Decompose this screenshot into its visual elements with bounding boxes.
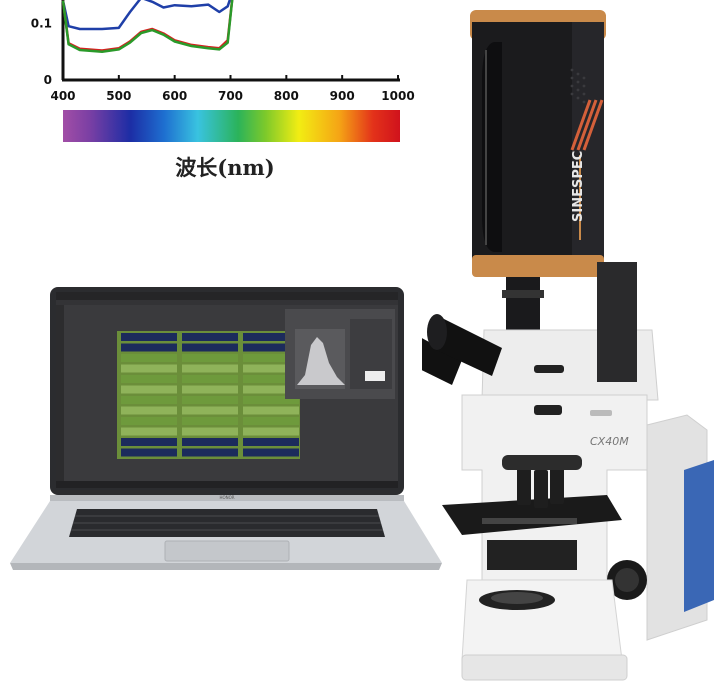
- x-tick-label: 1000: [381, 89, 414, 103]
- crop-plot: [121, 343, 177, 352]
- crop-plot: [243, 354, 299, 362]
- crop-plot: [121, 354, 177, 362]
- x-tick-label: 800: [274, 89, 299, 103]
- crop-plot: [243, 438, 299, 446]
- x-tick-label: 500: [106, 89, 131, 103]
- hyperspectral-camera: SINESPEC: [470, 10, 606, 277]
- crop-plot: [182, 427, 238, 436]
- crop-plot: [121, 396, 177, 404]
- editor-canvas: [117, 331, 300, 459]
- laptop: HONOR: [10, 287, 442, 570]
- crop-plot: [243, 448, 299, 457]
- editor-toolbar: [56, 305, 64, 481]
- crop-plot: [182, 364, 238, 373]
- x-tick-label: 400: [50, 89, 75, 103]
- crop-plot: [243, 396, 299, 404]
- spectral-chart: 400 500 600 700 800 900 1000 0 0.1: [31, 0, 415, 103]
- crop-plot: [121, 333, 177, 341]
- crop-plot: [121, 448, 177, 457]
- crop-plot: [243, 343, 299, 352]
- crop-plot: [243, 427, 299, 436]
- crop-plot: [182, 375, 238, 383]
- y-tick-label: 0: [44, 73, 52, 87]
- crop-plot: [121, 385, 177, 394]
- series-line-0: [61, 0, 232, 31]
- crop-plot: [121, 427, 177, 436]
- crop-plot: [243, 375, 299, 383]
- crop-plot: [182, 406, 238, 415]
- crop-plot: [121, 438, 177, 446]
- crop-plot: [182, 333, 238, 341]
- laptop-trackpad: [164, 540, 290, 562]
- x-tick-label: 900: [330, 89, 355, 103]
- crop-plot: [182, 396, 238, 404]
- series-line-1: [61, 0, 234, 52]
- laptop-brand: HONOR: [219, 495, 234, 500]
- crop-plot: [121, 364, 177, 373]
- microscope: SINESPEC CX40M: [422, 10, 714, 681]
- crop-plot: [243, 333, 299, 341]
- crop-plot: [182, 417, 238, 425]
- series-line-2: [61, 0, 234, 53]
- spectrum-colorbar: [63, 110, 400, 142]
- model-label: CX40M: [590, 435, 629, 448]
- crop-plot: [182, 448, 238, 457]
- side-panel: [684, 460, 714, 612]
- x-axis-label: 波长(nm): [175, 155, 275, 180]
- crop-plot: [243, 385, 299, 394]
- crop-plot: [121, 375, 177, 383]
- crop-plot: [121, 417, 177, 425]
- crop-plot: [243, 417, 299, 425]
- y-tick-label: 0.1: [31, 16, 52, 30]
- crop-plot: [182, 385, 238, 394]
- crop-plot: [182, 438, 238, 446]
- crop-plot: [121, 406, 177, 415]
- crop-plot: [243, 406, 299, 415]
- camera-brand: SINESPEC: [571, 151, 586, 222]
- crop-plot: [182, 343, 238, 352]
- crop-plot: [182, 354, 238, 362]
- crop-plot: [243, 364, 299, 373]
- x-tick-label: 700: [218, 89, 243, 103]
- x-tick-label: 600: [162, 89, 187, 103]
